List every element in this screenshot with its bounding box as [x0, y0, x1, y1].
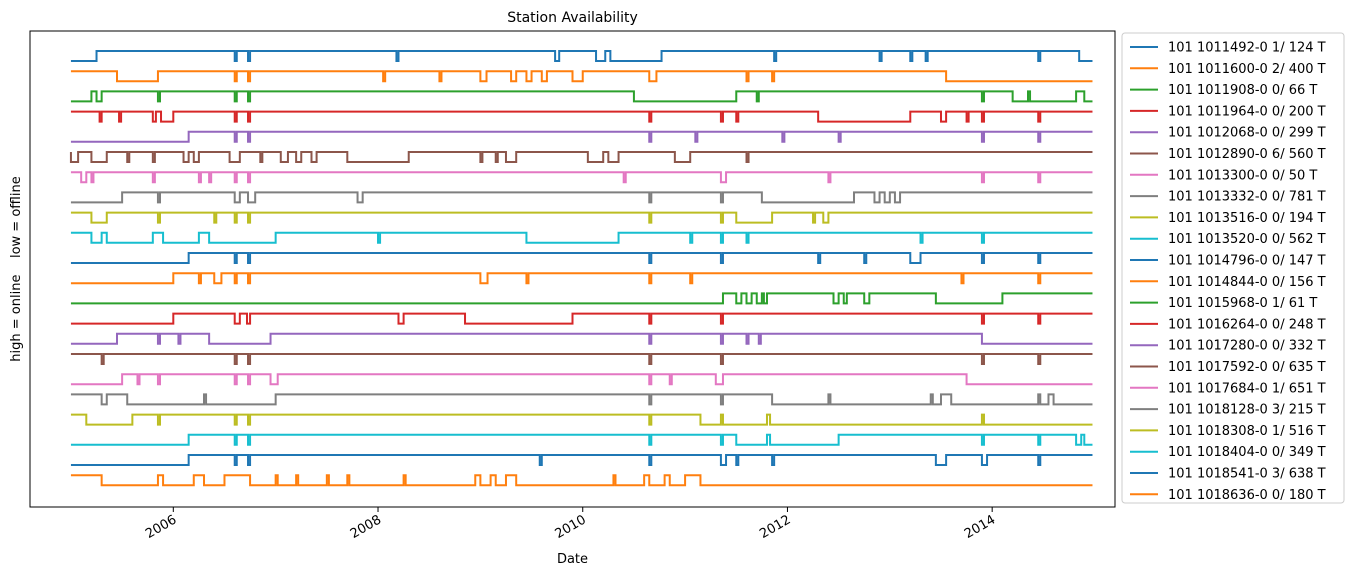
- legend-entry-3: 101 1011908-0 0/ 66 T: [1168, 83, 1317, 98]
- series-line-17: [70, 373, 1093, 386]
- legend-entry-5: 101 1012068-0 0/ 299 T: [1168, 126, 1326, 141]
- legend-entry-15: 101 1017280-0 0/ 332 T: [1168, 339, 1326, 354]
- legend-entry-1: 101 1011492-0 1/ 124 T: [1168, 41, 1326, 56]
- series-layer: [69, 50, 1093, 487]
- series-line-1: [70, 50, 1093, 62]
- legend-entry-4: 101 1011964-0 0/ 200 T: [1168, 104, 1326, 119]
- series-line-16: [70, 353, 1093, 365]
- legend-entry-10: 101 1013520-0 0/ 562 T: [1168, 232, 1326, 247]
- series-line-6: [69, 151, 1093, 163]
- plot-frame: [29, 30, 1116, 508]
- legend-entry-8: 101 1013332-0 0/ 781 T: [1168, 190, 1326, 205]
- series-line-20: [70, 433, 1093, 446]
- series-line-9: [70, 211, 1093, 224]
- series-line-14: [70, 312, 1093, 325]
- series-line-4: [70, 110, 1093, 123]
- legend-entry-21: 101 1018541-0 3/ 638 T: [1168, 467, 1326, 482]
- series-line-8: [70, 191, 1093, 204]
- series-line-18: [70, 393, 1093, 406]
- legend-entry-11: 101 1014796-0 0/ 147 T: [1168, 254, 1326, 269]
- legend-entry-12: 101 1014844-0 0/ 156 T: [1168, 275, 1326, 290]
- legend: 101 1011492-0 1/ 124 T 101 1011600-0 2/ 4…: [1121, 32, 1345, 504]
- series-line-11: [70, 252, 1093, 264]
- legend-entry-18: 101 1018128-0 3/ 215 T: [1168, 403, 1326, 418]
- legend-entry-9: 101 1013516-0 0/ 194 T: [1168, 211, 1326, 226]
- series-line-21: [70, 454, 1093, 466]
- series-line-12: [70, 272, 1093, 285]
- legend-entry-13: 101 1015968-0 1/ 61 T: [1168, 296, 1317, 311]
- series-line-13: [70, 292, 1093, 305]
- legend-entry-6: 101 1012890-0 6/ 560 T: [1168, 147, 1326, 162]
- series-line-2: [70, 70, 1093, 83]
- legend-entry-2: 101 1011600-0 2/ 400 T: [1168, 62, 1326, 77]
- series-line-22: [70, 474, 1093, 487]
- series-line-7: [70, 171, 1093, 184]
- series-line-19: [70, 413, 1093, 426]
- series-line-15: [70, 332, 1093, 345]
- series-line-10: [70, 231, 1093, 244]
- legend-entry-14: 101 1016264-0 0/ 248 T: [1168, 317, 1326, 332]
- legend-box: [1121, 32, 1345, 504]
- series-line-5: [70, 130, 1093, 143]
- series-line-3: [70, 90, 1093, 103]
- legend-entry-22: 101 1018636-0 0/ 180 T: [1168, 488, 1326, 503]
- legend-entry-17: 101 1017684-0 1/ 651 T: [1168, 381, 1326, 396]
- y-axis-label: high = online low = offline: [9, 176, 24, 361]
- x-axis-label: Date: [557, 552, 588, 567]
- chart-title: Station Availability: [507, 10, 638, 26]
- legend-entry-19: 101 1018308-0 1/ 516 T: [1168, 424, 1326, 439]
- legend-entry-16: 101 1017592-0 0/ 635 T: [1168, 360, 1326, 375]
- legend-entry-7: 101 1013300-0 0/ 50 T: [1168, 168, 1317, 183]
- legend-entry-20: 101 1018404-0 0/ 349 T: [1168, 445, 1326, 460]
